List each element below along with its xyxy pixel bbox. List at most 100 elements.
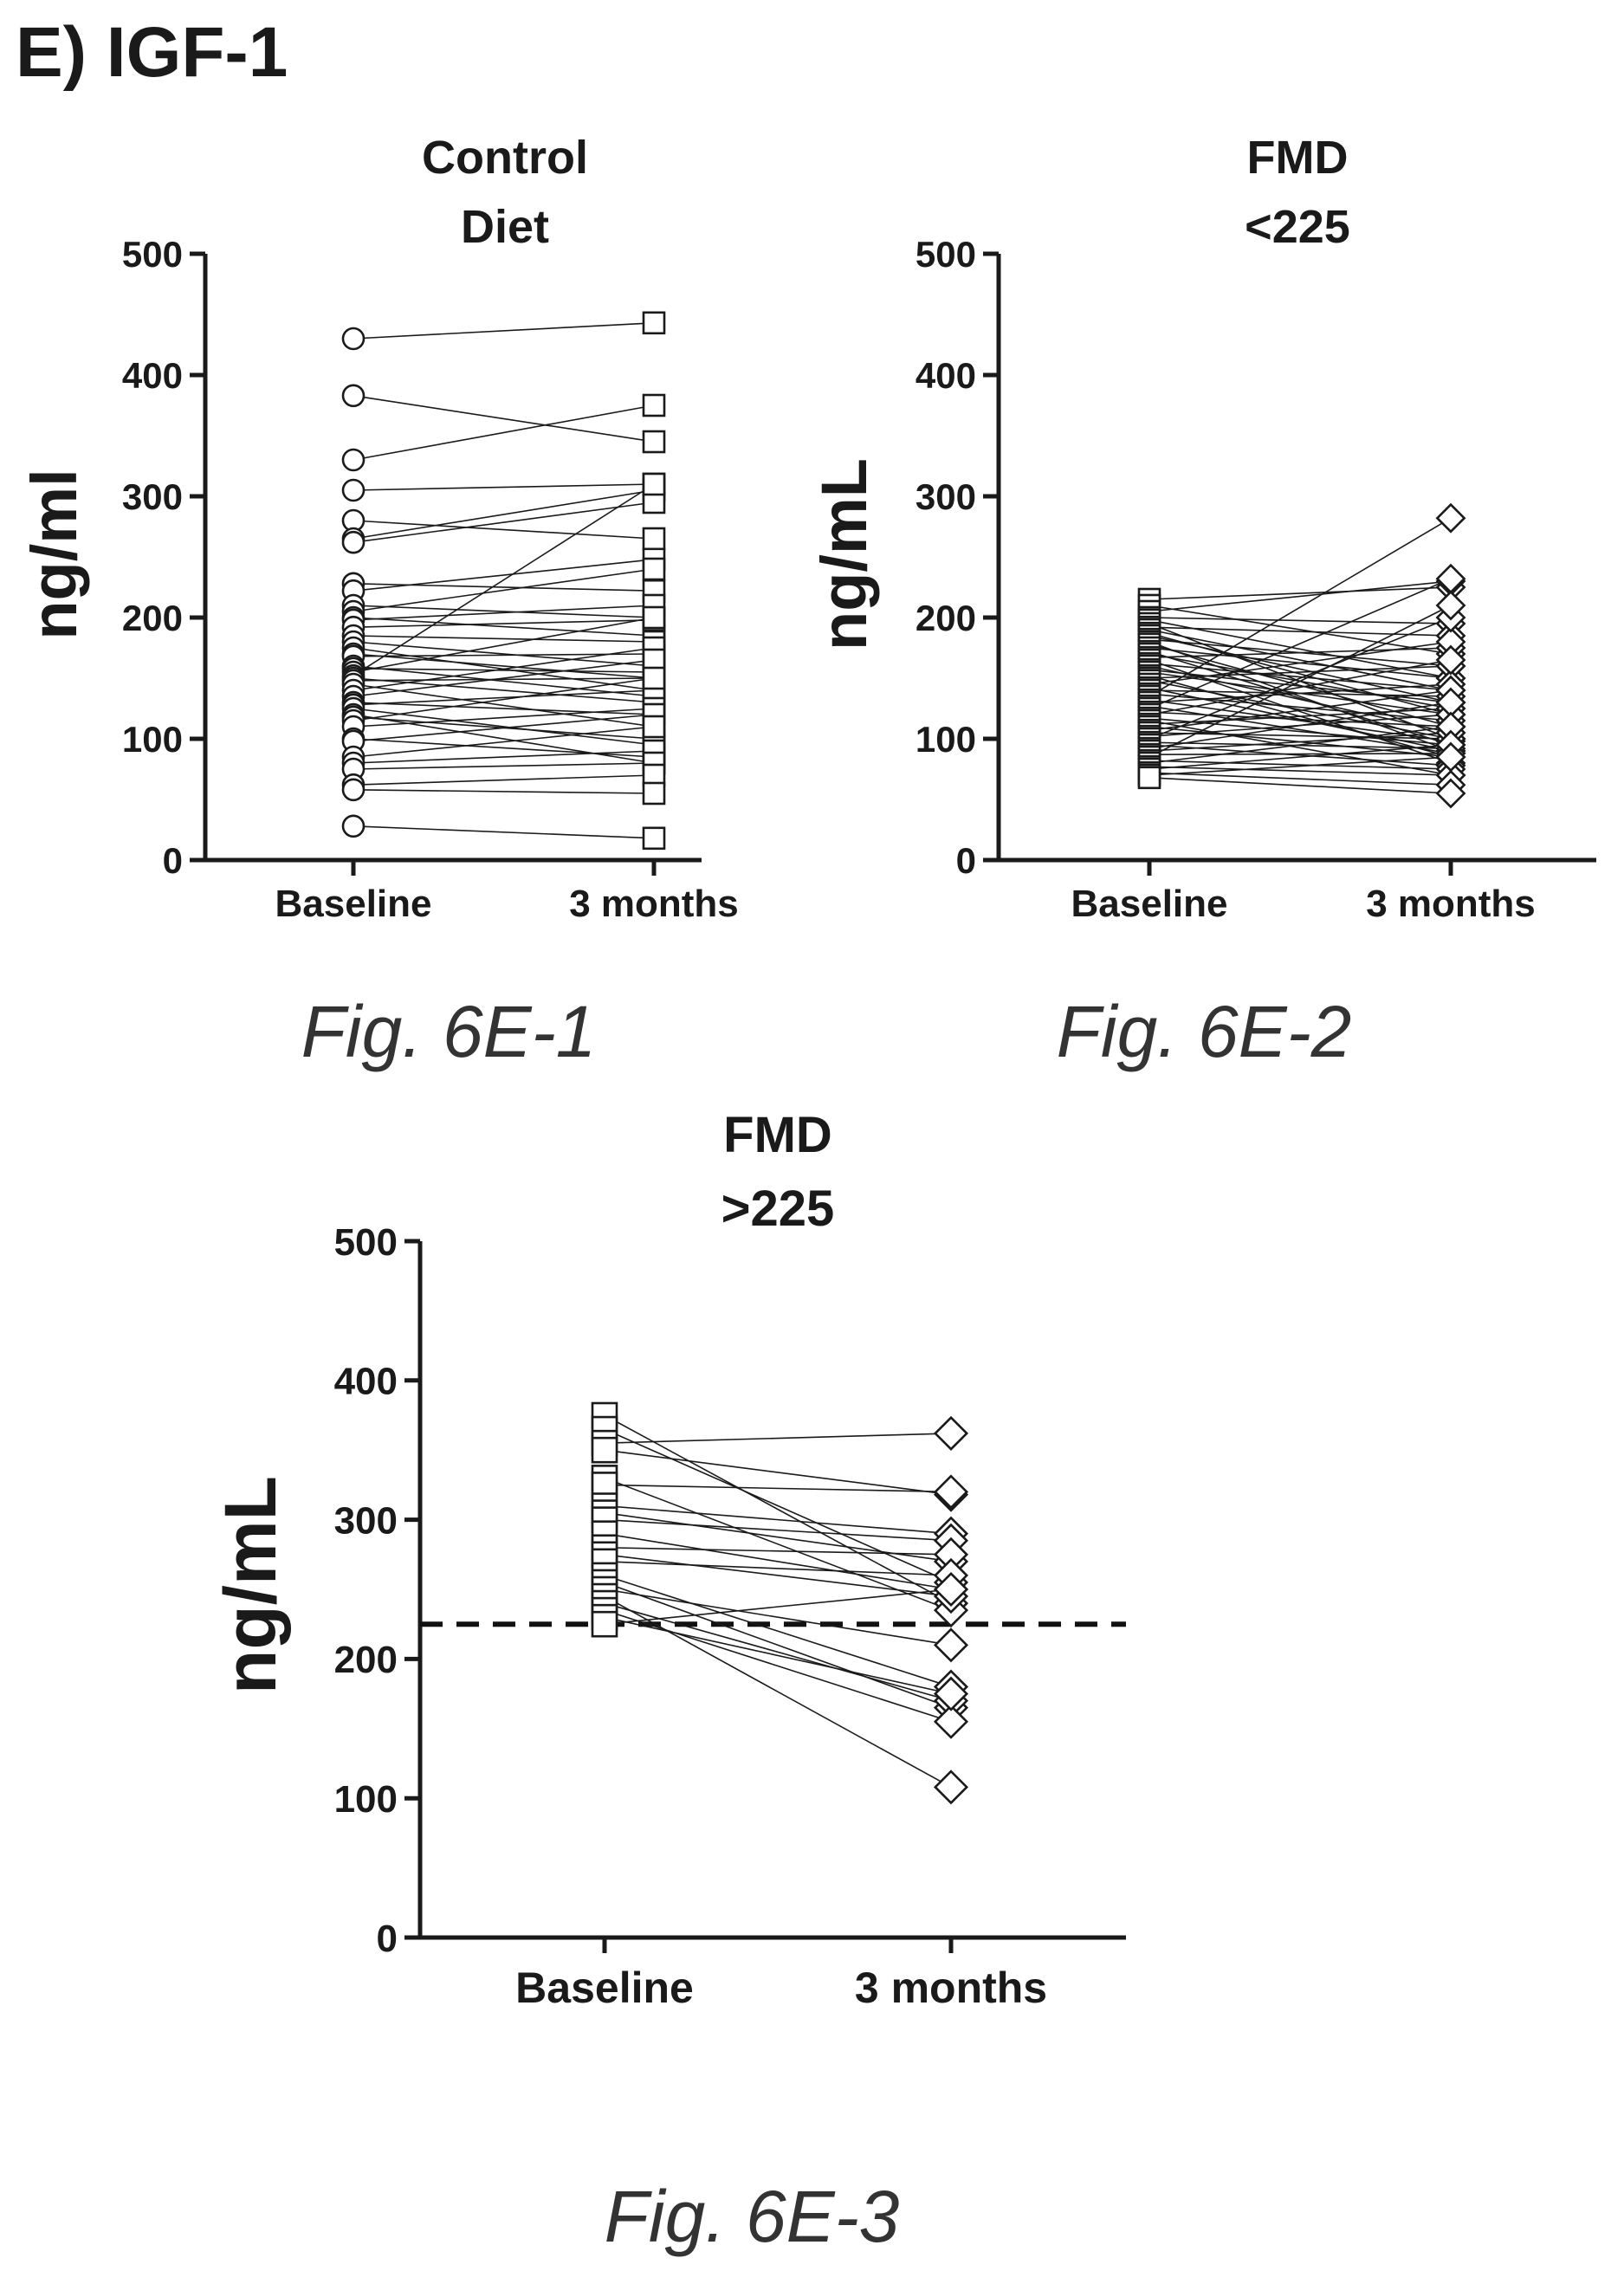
subject-line bbox=[1148, 711, 1452, 728]
followup-point bbox=[1435, 502, 1466, 534]
x-tick-label: 3 months bbox=[855, 1964, 1047, 2012]
followup-point bbox=[642, 393, 666, 417]
subject-line bbox=[353, 677, 655, 682]
figure-caption: Fig. 6E-2 bbox=[1057, 991, 1352, 1072]
subject-line bbox=[353, 641, 655, 667]
subject-line bbox=[604, 1414, 952, 1604]
x-tick-label: Baseline bbox=[275, 883, 432, 925]
subject-line bbox=[353, 483, 655, 491]
subject-line bbox=[353, 726, 655, 758]
figure-caption: Fig. 6E-3 bbox=[605, 2176, 900, 2257]
baseline-point bbox=[341, 448, 366, 472]
y-tick-label: 0 bbox=[377, 1918, 398, 1960]
subject-line bbox=[604, 1477, 952, 1611]
followup-point bbox=[642, 311, 666, 335]
y-tick-label: 500 bbox=[122, 234, 183, 275]
y-tick-label: 100 bbox=[334, 1778, 398, 1821]
subject-line bbox=[353, 653, 655, 679]
panel-title-line-2: Diet bbox=[461, 201, 549, 253]
subject-line bbox=[1148, 708, 1452, 725]
subject-line bbox=[353, 520, 655, 540]
panel-title-line-1: Control bbox=[422, 132, 588, 184]
subject-line bbox=[604, 1428, 952, 1583]
subject-line bbox=[353, 583, 655, 592]
baseline-point bbox=[591, 1610, 618, 1638]
y-tick-label: 500 bbox=[334, 1221, 398, 1264]
subject-line bbox=[604, 1609, 952, 1723]
baseline-point bbox=[341, 478, 366, 502]
subject-line bbox=[604, 1588, 952, 1647]
axes: 0 100 200 300 400 500 Baseline 3 months bbox=[122, 234, 739, 925]
subject-line bbox=[1148, 578, 1452, 709]
subject-line bbox=[353, 677, 655, 721]
subject-line bbox=[353, 677, 655, 703]
subject-line bbox=[604, 1616, 952, 1695]
subject-line bbox=[1148, 605, 1452, 758]
subject-line bbox=[1148, 626, 1452, 637]
subject-line bbox=[353, 404, 655, 461]
subject-line bbox=[353, 501, 655, 543]
panel-control-diet: Control Diet ng/ml 0 100 200 300 400 500 Basel… bbox=[18, 132, 739, 1072]
followup-point bbox=[1435, 778, 1466, 809]
panel-fmd-below-225: FMD <225 ng/mL 0 100 200 300 400 500 Baseline 3… bbox=[808, 132, 1596, 1072]
subject-line bbox=[353, 617, 655, 637]
subject-line bbox=[1148, 580, 1452, 612]
subject-line bbox=[353, 689, 655, 706]
axes: 0 100 200 300 400 500 Baseline 3 months bbox=[334, 1221, 1126, 2012]
subject-line bbox=[604, 1433, 952, 1444]
figure-title: E) IGF-1 bbox=[16, 13, 288, 92]
subject-line bbox=[353, 762, 655, 770]
followup-point bbox=[1435, 590, 1466, 621]
panel-title-line-1: FMD bbox=[1247, 132, 1349, 184]
subject-line bbox=[1148, 772, 1452, 786]
y-tick-label: 400 bbox=[122, 355, 183, 396]
subject-line bbox=[353, 647, 655, 691]
baseline-point bbox=[341, 327, 366, 351]
followup-point bbox=[642, 472, 666, 496]
y-tick-label: 500 bbox=[916, 234, 976, 275]
y-axis-label: ng/ml bbox=[18, 469, 90, 639]
panel-title-line-2: >225 bbox=[721, 1181, 835, 1237]
followup-point bbox=[933, 1627, 969, 1663]
subject-line bbox=[353, 395, 655, 443]
subject-line bbox=[353, 489, 655, 540]
followup-point bbox=[642, 826, 666, 851]
followup-point bbox=[642, 666, 666, 690]
y-tick-label: 0 bbox=[956, 840, 976, 881]
y-tick-label: 400 bbox=[916, 355, 976, 396]
x-tick-label: Baseline bbox=[515, 1964, 694, 2012]
baseline-point bbox=[341, 814, 366, 838]
subject-line bbox=[353, 774, 655, 786]
x-tick-label: 3 months bbox=[569, 883, 739, 925]
followup-point bbox=[933, 1415, 969, 1451]
subject-line bbox=[604, 1554, 952, 1597]
subject-line bbox=[1148, 720, 1452, 776]
subject-line bbox=[604, 1582, 952, 1709]
y-tick-label: 300 bbox=[334, 1499, 398, 1542]
baseline-point bbox=[591, 1436, 618, 1464]
subject-line bbox=[353, 708, 655, 728]
subject-line bbox=[1148, 635, 1452, 703]
subject-line bbox=[353, 659, 655, 697]
y-tick-label: 300 bbox=[916, 476, 976, 517]
subject-line bbox=[1148, 617, 1452, 740]
baseline-point bbox=[341, 384, 366, 408]
subject-line bbox=[604, 1449, 952, 1496]
y-tick-label: 100 bbox=[916, 719, 976, 760]
subject-line bbox=[604, 1602, 952, 1702]
subject-line bbox=[1148, 605, 1452, 655]
subject-line bbox=[353, 750, 655, 764]
data-layer bbox=[1137, 502, 1466, 809]
subject-line bbox=[1148, 717, 1452, 746]
y-tick-label: 400 bbox=[334, 1361, 398, 1403]
panel-title-line-1: FMD bbox=[723, 1107, 832, 1163]
subject-line bbox=[353, 789, 655, 794]
y-tick-label: 300 bbox=[122, 476, 183, 517]
subject-line bbox=[353, 617, 655, 673]
data-layer bbox=[341, 311, 666, 851]
followup-point bbox=[1435, 644, 1466, 676]
panel-title-line-2: <225 bbox=[1245, 201, 1350, 253]
followup-point bbox=[642, 557, 666, 581]
subject-line bbox=[353, 635, 655, 643]
subject-line bbox=[353, 668, 655, 673]
